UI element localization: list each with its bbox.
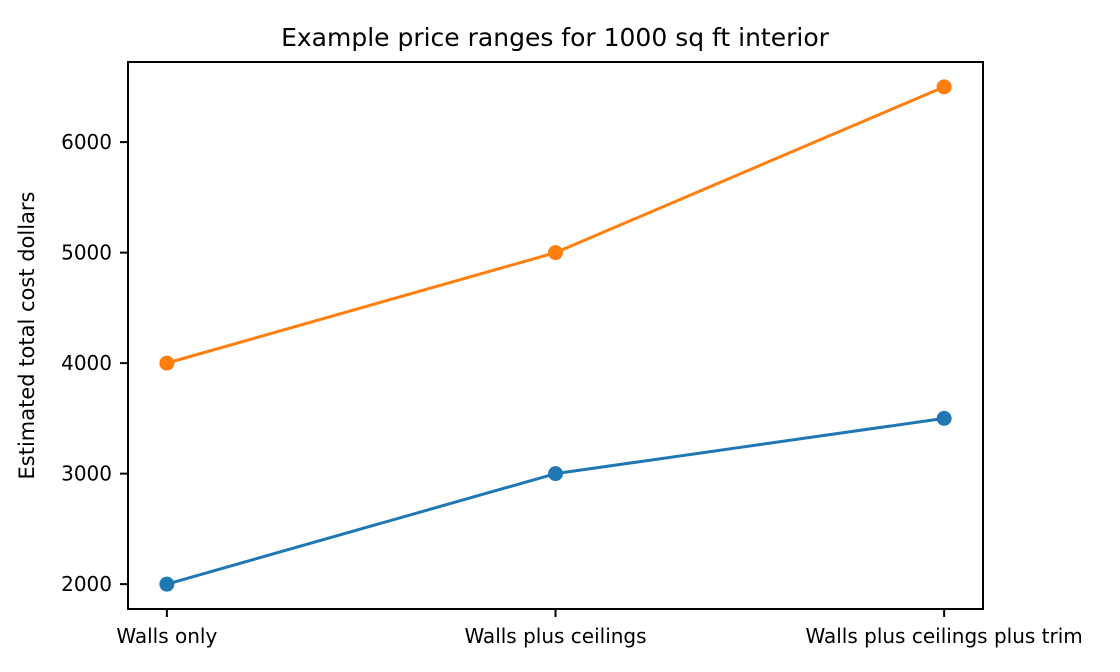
y-tick-label: 4000 (61, 351, 112, 375)
data-point-marker (159, 355, 175, 371)
data-point-marker (936, 79, 952, 95)
data-point-marker (548, 466, 563, 482)
data-point-marker (159, 576, 175, 592)
x-tick-label: Walls plus ceilings plus trim (805, 624, 1082, 648)
y-tick-label: 5000 (61, 241, 112, 265)
data-point-marker (548, 245, 563, 261)
y-tick-label: 2000 (61, 572, 112, 596)
plot-area: 2000 3000 4000 5000 6000 Walls only Walls plus… (61, 61, 1083, 648)
chart-title: Example price ranges for 1000 sq ft inte… (281, 23, 830, 52)
series-line (165, 416, 946, 586)
data-point-marker (936, 410, 952, 426)
series-line (165, 85, 946, 365)
axes-spines (127, 61, 984, 610)
y-tick-label: 3000 (61, 462, 112, 486)
y-tick-label: 6000 (61, 130, 112, 154)
x-tick-label: Walls only (116, 624, 217, 648)
y-axis-label: Estimated total cost dollars (15, 192, 39, 480)
x-tick-label: Walls plus ceilings (464, 624, 646, 648)
